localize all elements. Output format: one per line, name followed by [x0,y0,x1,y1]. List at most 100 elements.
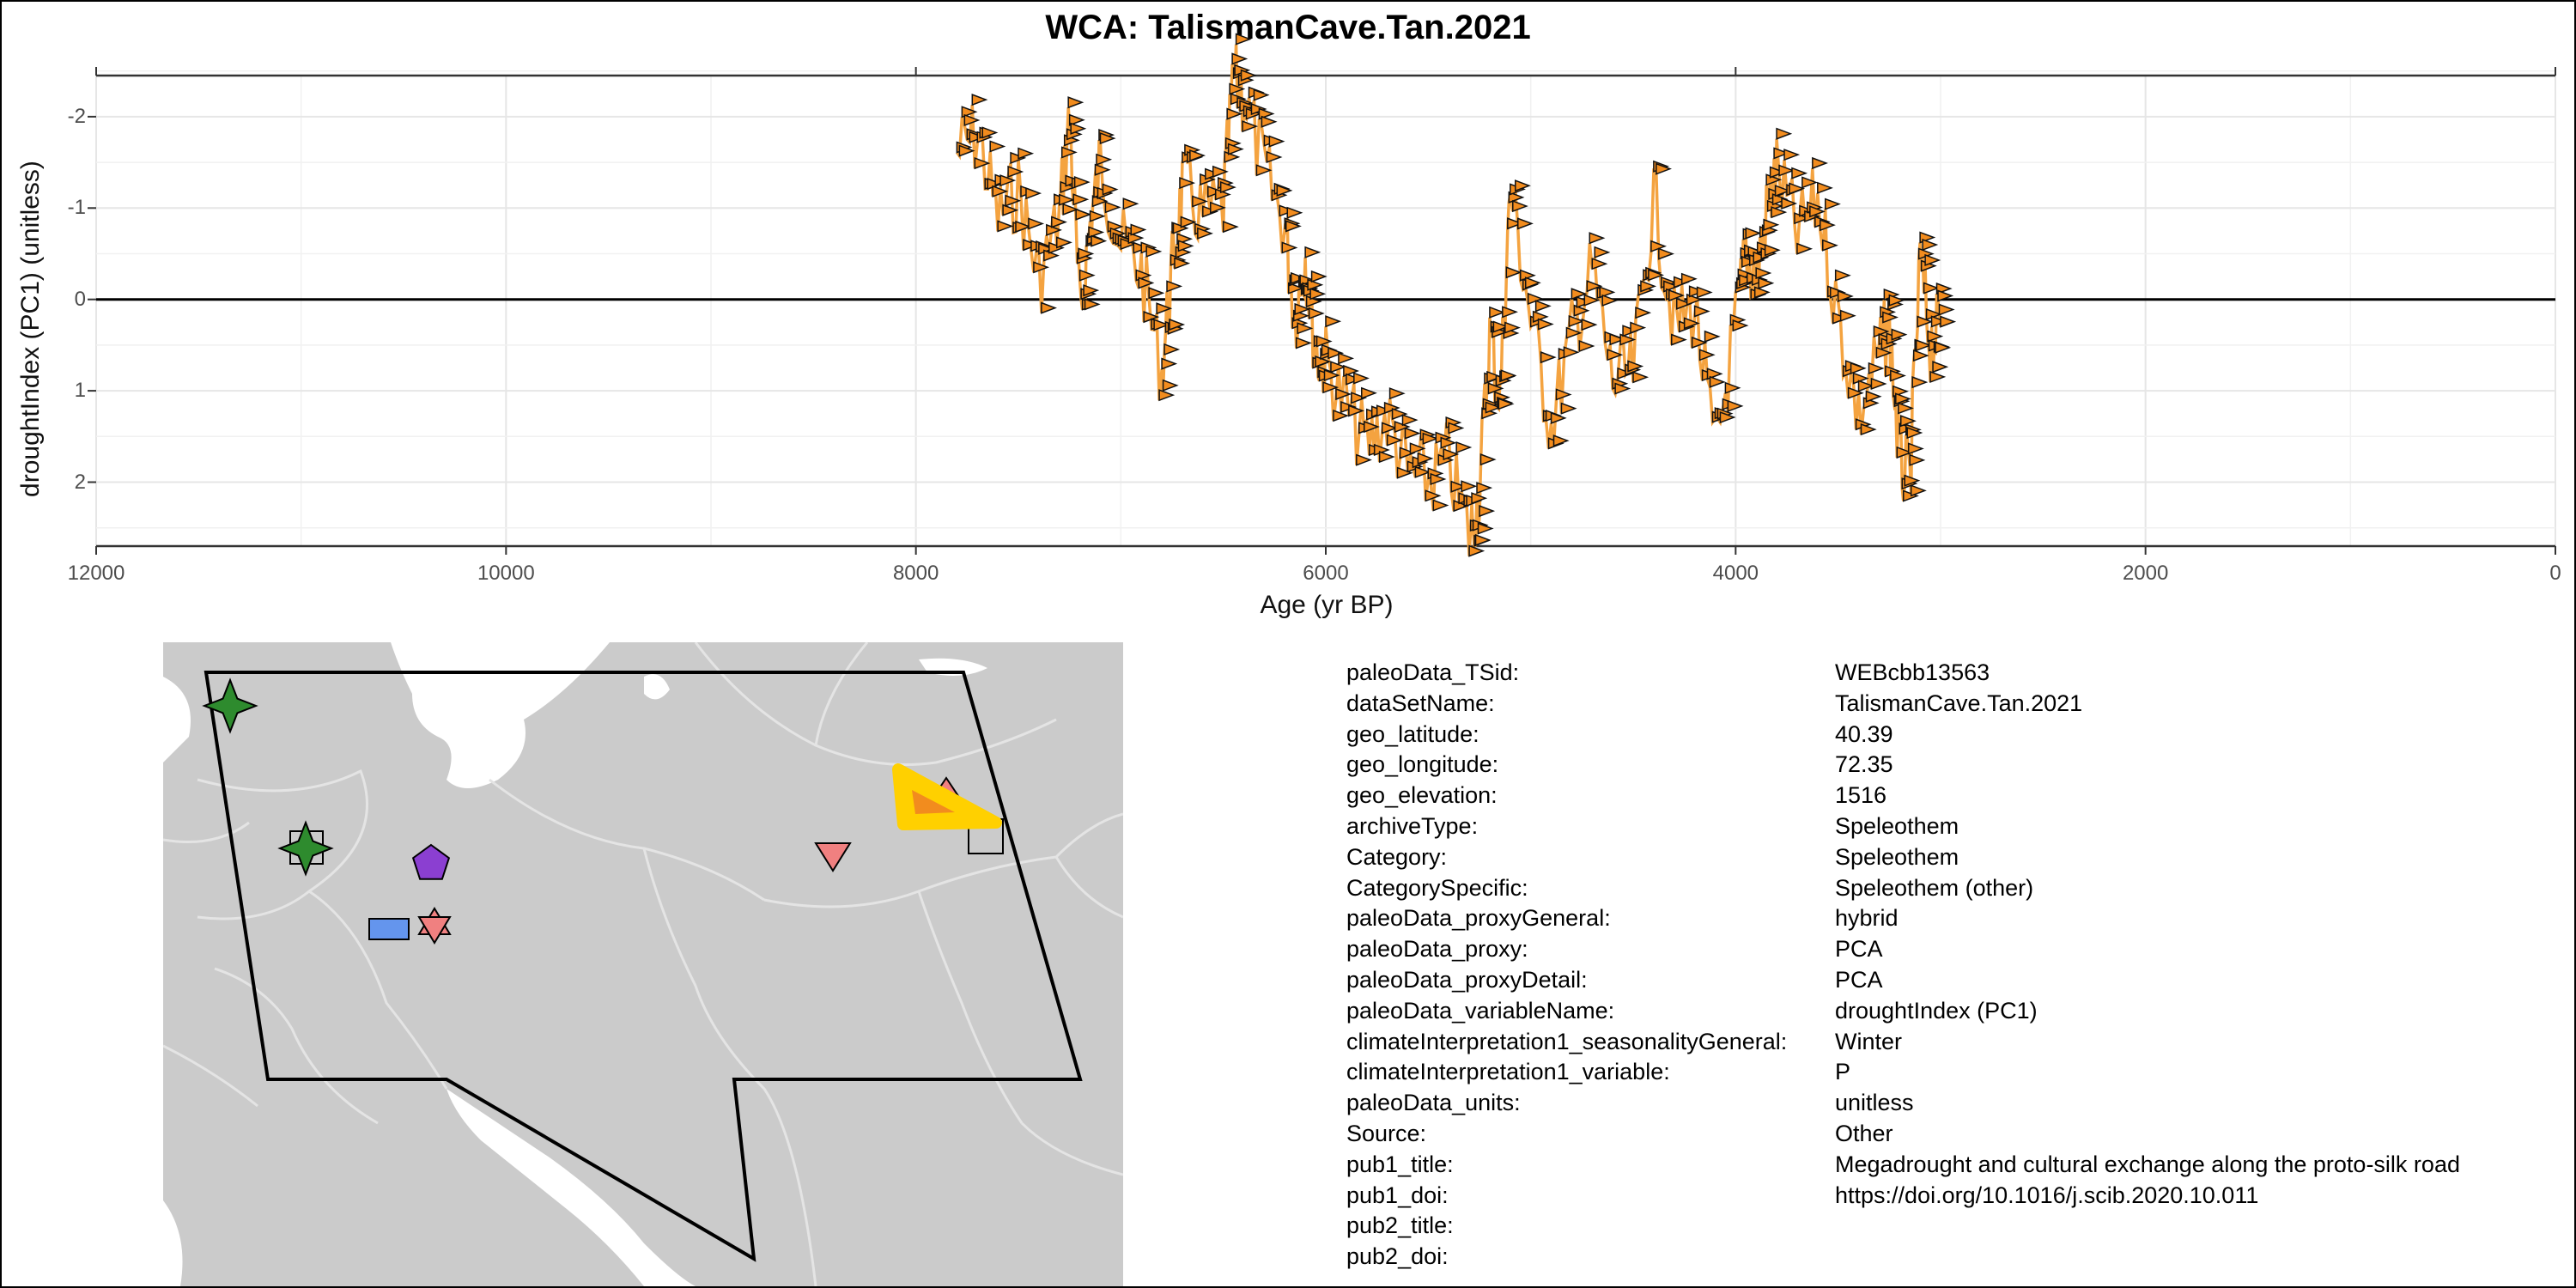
data-point-marker [1586,280,1603,293]
data-point-marker [1609,333,1626,346]
data-point-marker [1630,321,1647,334]
data-point-marker [1540,351,1557,364]
data-point-marker [1130,223,1147,236]
data-point-marker [1242,120,1259,133]
data-point-marker [1279,204,1296,217]
data-point-marker [963,113,981,127]
data-point-marker [1295,337,1312,349]
persian-gulf [447,1089,696,1286]
data-point-marker [1179,176,1196,190]
data-point-marker [1174,257,1191,270]
data-point-marker [1512,199,1528,213]
data-point-marker [1771,206,1788,219]
data-point-marker [1078,247,1095,260]
data-point-marker [1769,166,1786,179]
metadata-value: PCA [1835,936,1883,963]
data-point-marker [1266,150,1283,164]
data-point-marker [1096,153,1113,166]
data-point-marker [1240,69,1257,82]
data-point-marker [1860,422,1877,436]
metadata-key: dataSetName: [1346,690,1495,716]
data-point-marker [981,126,999,139]
data-point-marker [1924,253,1941,267]
data-point-marker [1261,115,1278,128]
data-point-marker [1219,181,1236,194]
caspian-sea [391,642,610,788]
data-point-marker [1294,302,1311,316]
data-point-marker [1381,422,1398,434]
data-point-marker [1290,271,1307,285]
series-layer [955,33,1957,557]
data-point-marker [1002,204,1019,216]
data-point-marker [1552,434,1570,447]
data-point-marker [1158,389,1176,402]
data-point-marker [1906,426,1923,440]
data-point-marker [1231,52,1249,65]
data-point-marker [1148,287,1165,300]
data-point-marker [1476,482,1493,495]
data-point-marker [1281,241,1298,254]
metadata-value[interactable]: https://doi.org/10.1016/j.scib.2020.10.0… [1835,1182,2259,1208]
data-point-marker [1763,218,1780,231]
data-point-marker [1143,311,1160,324]
data-point-marker [1376,404,1393,417]
data-point-marker [1640,280,1657,293]
data-point-marker [1563,346,1580,359]
metadata-key: pub2_title: [1346,1212,1454,1239]
data-point-marker [1601,294,1619,307]
data-point-marker [1619,333,1637,346]
data-point-marker [1500,369,1517,382]
data-point-marker [1346,373,1363,386]
data-point-marker [1938,303,1955,316]
data-point-marker [1565,326,1583,339]
data-point-marker [1524,276,1541,289]
data-point-marker [1940,315,1957,328]
data-point-marker [989,140,1006,153]
metadata-key: paleoData_proxyDetail: [1346,966,1588,993]
data-point-marker [1632,371,1649,384]
data-point-marker [1156,302,1173,315]
data-point-marker [1015,220,1032,234]
data-point-marker [1088,226,1105,239]
data-point-marker [1192,195,1209,208]
site-marker-rectangle [368,918,410,940]
data-point-marker [1865,390,1882,403]
data-point-marker [1091,234,1108,247]
data-point-marker [1847,386,1864,399]
data-point-marker [1351,392,1367,404]
data-point-marker [1917,315,1934,328]
data-point-marker [1163,343,1181,356]
data-point-marker [1361,386,1377,399]
data-point-marker [1056,236,1072,249]
data-point-marker [1455,440,1473,454]
data-point-marker [1505,266,1522,279]
data-point-marker [1932,361,1949,374]
data-point-marker [1083,284,1100,297]
x-tick-label: 12000 [67,562,125,585]
x-axis-label: Age (yr BP) [1260,591,1394,619]
data-point-marker [1343,364,1360,378]
data-point-marker [1322,381,1340,394]
data-point-marker [1122,197,1139,210]
location-map [163,642,1123,1286]
data-point-marker [1907,442,1924,455]
data-point-marker [1668,289,1685,302]
metadata-value: TalismanCave.Tan.2021 [1835,690,2083,716]
data-point-marker [1698,349,1716,361]
data-point-marker [1591,258,1608,270]
data-point-marker [1560,402,1577,415]
data-point-marker [1935,341,1952,354]
data-point-marker [1927,330,1944,343]
data-point-marker [1489,306,1506,319]
data-point-marker [1896,446,1913,459]
data-point-marker [1517,217,1534,230]
data-point-marker [1285,220,1302,233]
data-point-marker [1120,237,1137,251]
data-point-marker [1929,370,1947,384]
data-point-marker [1550,411,1567,424]
y-tick-label: -2 [67,104,86,128]
metadata-value: unitless [1835,1090,1914,1116]
data-point-marker [1485,401,1502,414]
data-point-marker [997,220,1014,233]
data-point-marker [1356,453,1372,466]
